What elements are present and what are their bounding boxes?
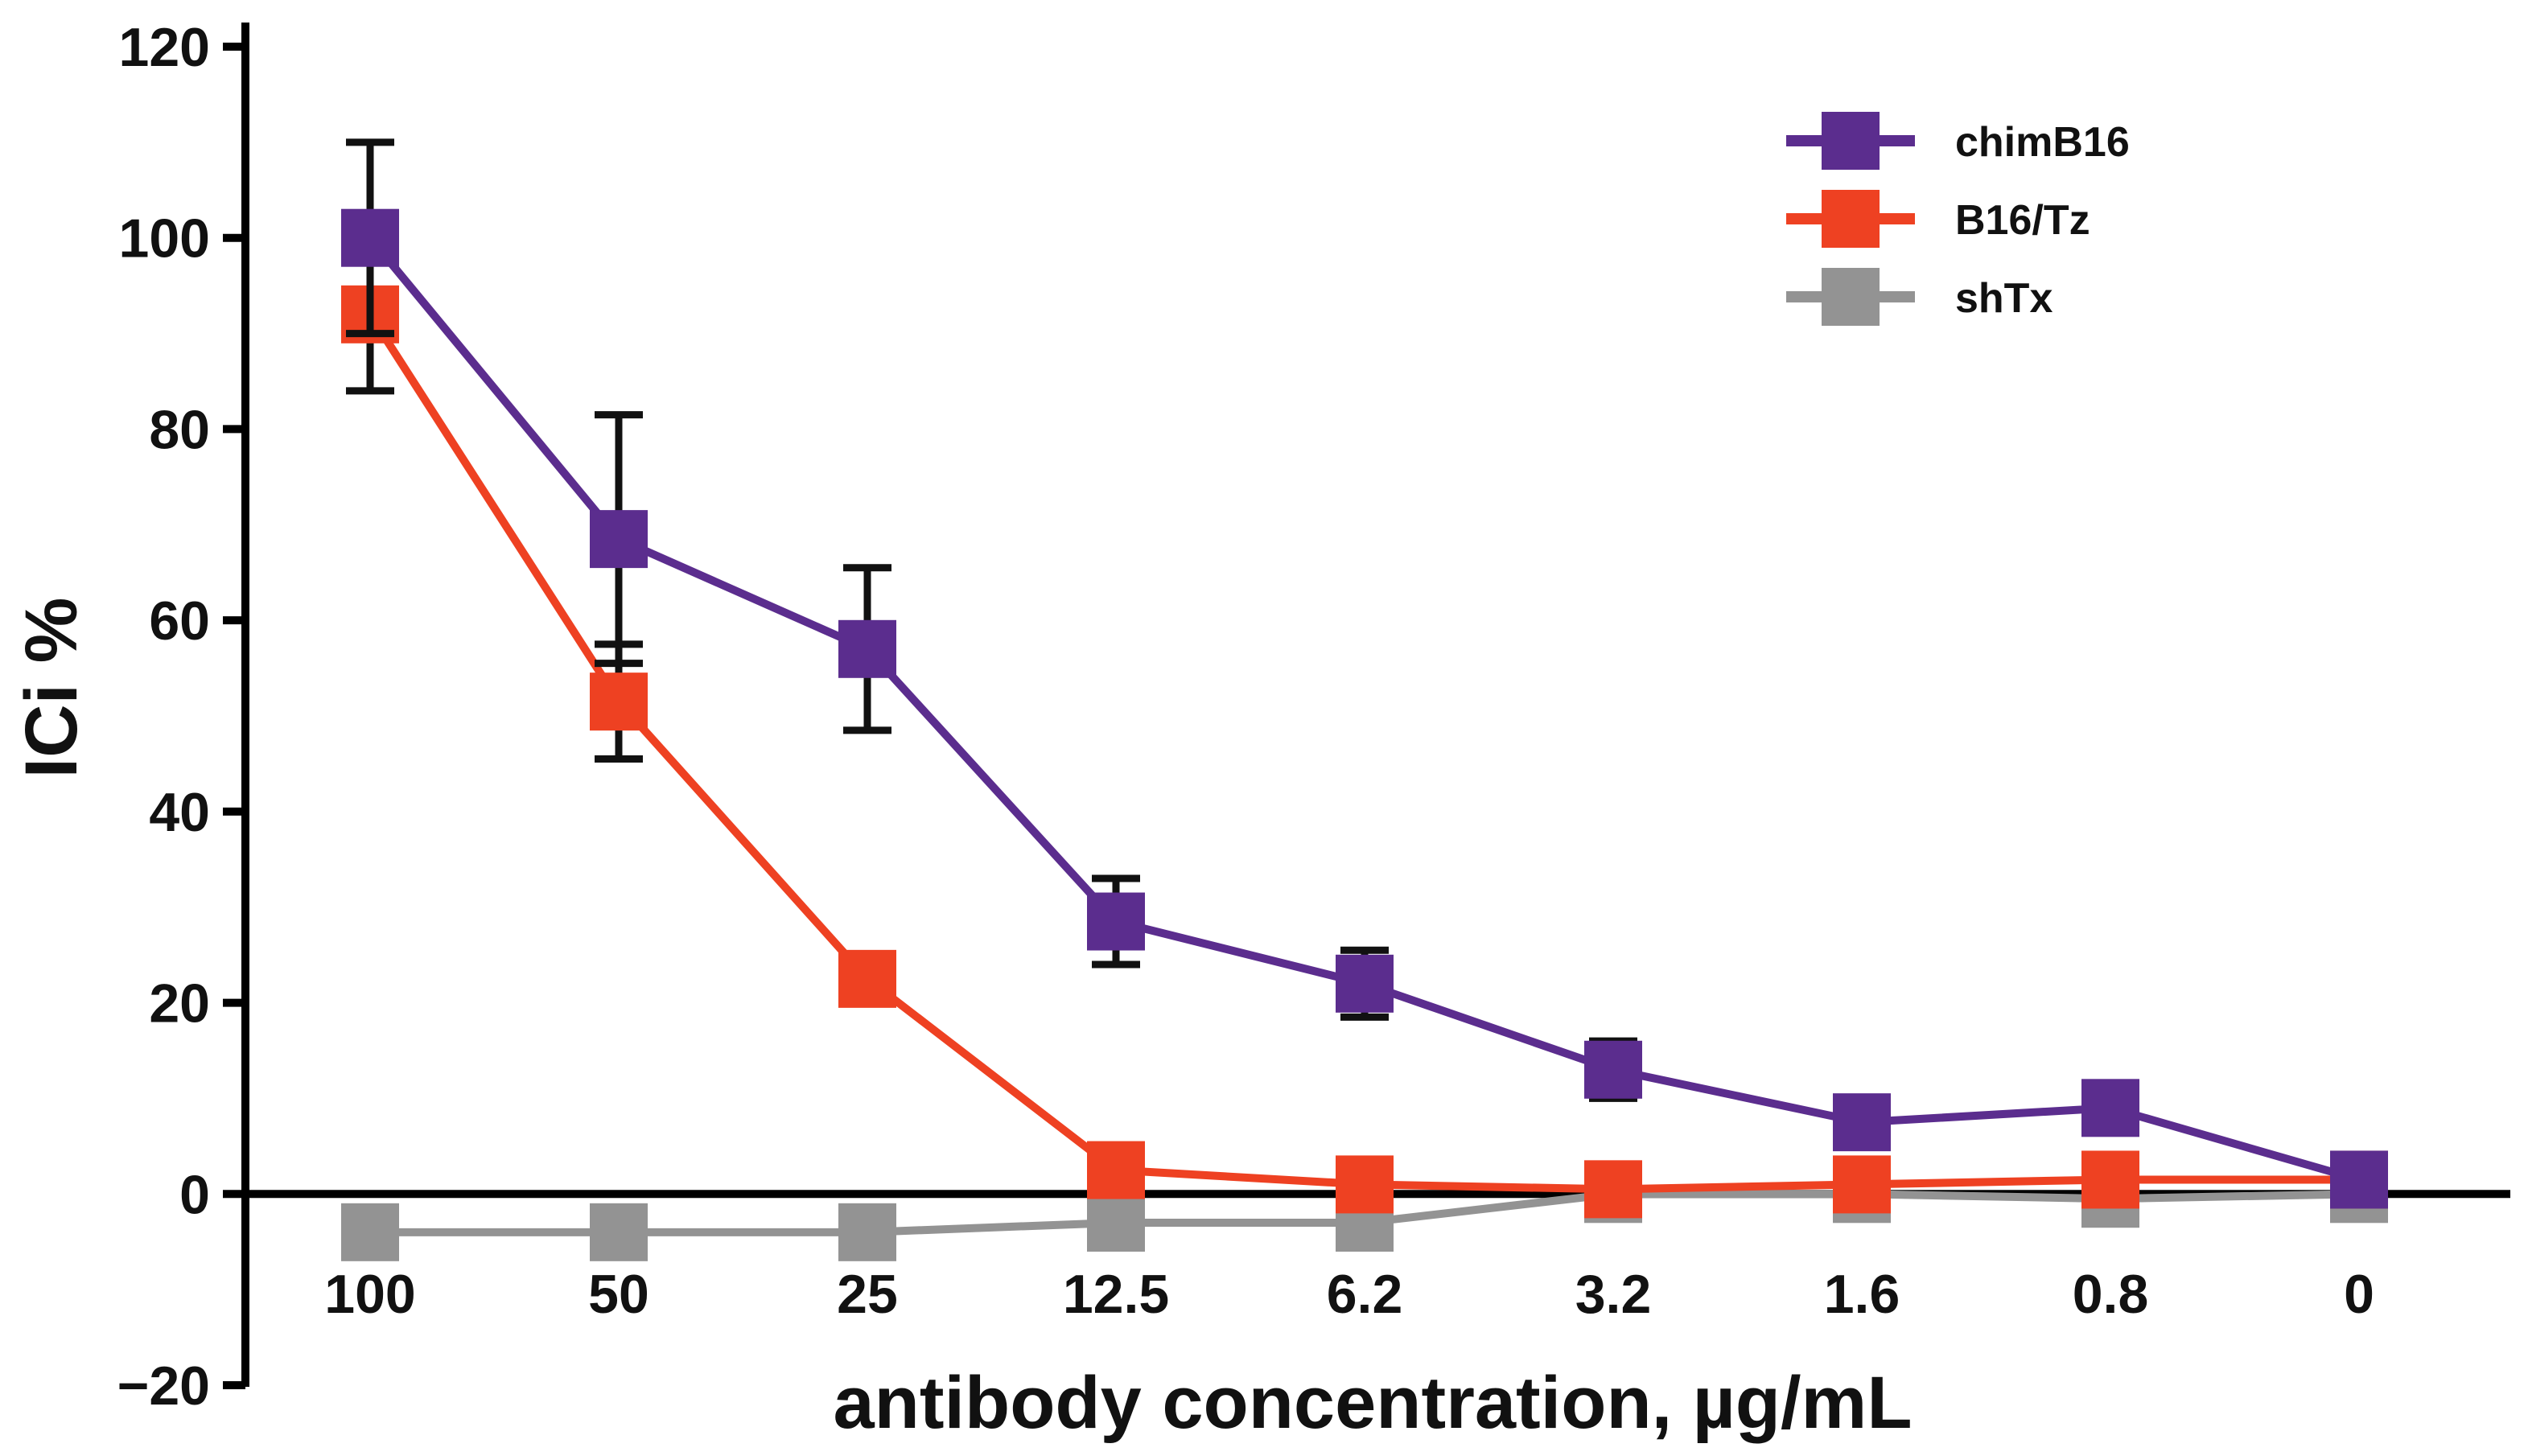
legend-marker: [1822, 190, 1880, 248]
data-point: [2330, 1150, 2388, 1209]
data-point: [341, 208, 399, 267]
data-point: [2081, 1150, 2139, 1209]
x-axis-ticks: 100 50 25 12.5 6.2 3.2 1.6 0.8 0: [324, 1264, 2374, 1325]
y-axis: −20 0 20 40 60 80 100 120: [117, 17, 249, 1417]
y-tick-label: 100: [119, 208, 210, 269]
y-tick-label: 60: [149, 590, 210, 652]
data-point: [2081, 1079, 2139, 1137]
data-point: [1336, 954, 1394, 1013]
legend-item: shTx: [1786, 268, 2053, 326]
data-point: [1833, 1155, 1891, 1214]
series-b16tz: [341, 234, 2388, 1219]
x-tick-label: 1.6: [1824, 1264, 1900, 1325]
legend-marker: [1822, 268, 1880, 326]
data-point: [1584, 1160, 1642, 1219]
data-point: [838, 1203, 896, 1261]
y-tick-label: 120: [119, 17, 210, 78]
series-chimb16: [341, 138, 2388, 1209]
x-tick-label: 12.5: [1063, 1264, 1169, 1325]
x-tick-label: 0.8: [2073, 1264, 2149, 1325]
data-point: [838, 619, 896, 678]
data-point: [838, 949, 896, 1008]
series-line: [367, 235, 2361, 1184]
x-tick-label: 6.2: [1327, 1264, 1403, 1325]
x-tick-label: 25: [837, 1264, 898, 1325]
data-point: [1584, 1040, 1642, 1099]
data-point: [1087, 892, 1145, 951]
data-point: [590, 672, 648, 731]
x-tick-label: 3.2: [1575, 1264, 1652, 1325]
data-point: [590, 510, 648, 569]
data-point: [341, 1203, 399, 1261]
data-point: [1087, 1141, 1145, 1199]
legend-marker: [1822, 112, 1880, 170]
y-axis-title: ICi %: [10, 598, 93, 779]
x-tick-label: 0: [2344, 1264, 2374, 1325]
y-tick-label: 80: [149, 399, 210, 460]
y-tick-label: −20: [117, 1355, 210, 1417]
x-axis-title: antibody concentration, µg/mL: [833, 1362, 1912, 1444]
legend-label: chimB16: [1955, 119, 2130, 166]
y-tick-label: 40: [149, 782, 210, 843]
x-tick-label: 50: [588, 1264, 649, 1325]
series-shtx: [341, 1165, 2388, 1261]
legend-item: B16/Tz: [1786, 190, 2090, 248]
data-point: [590, 1203, 648, 1261]
data-point: [1833, 1093, 1891, 1152]
legend-label: B16/Tz: [1955, 197, 2090, 244]
data-point: [1087, 1193, 1145, 1252]
legend-label: shTx: [1955, 275, 2053, 322]
legend-item: chimB16: [1786, 112, 2130, 170]
data-point: [1336, 1155, 1394, 1214]
series-line: [366, 312, 2359, 1194]
legend: chimB16 B16/Tz shTx: [1786, 112, 2130, 326]
y-tick-label: 20: [149, 973, 210, 1034]
x-tick-label: 100: [324, 1264, 415, 1325]
y-tick-label: 0: [179, 1164, 210, 1225]
series-group: [341, 138, 2388, 1261]
